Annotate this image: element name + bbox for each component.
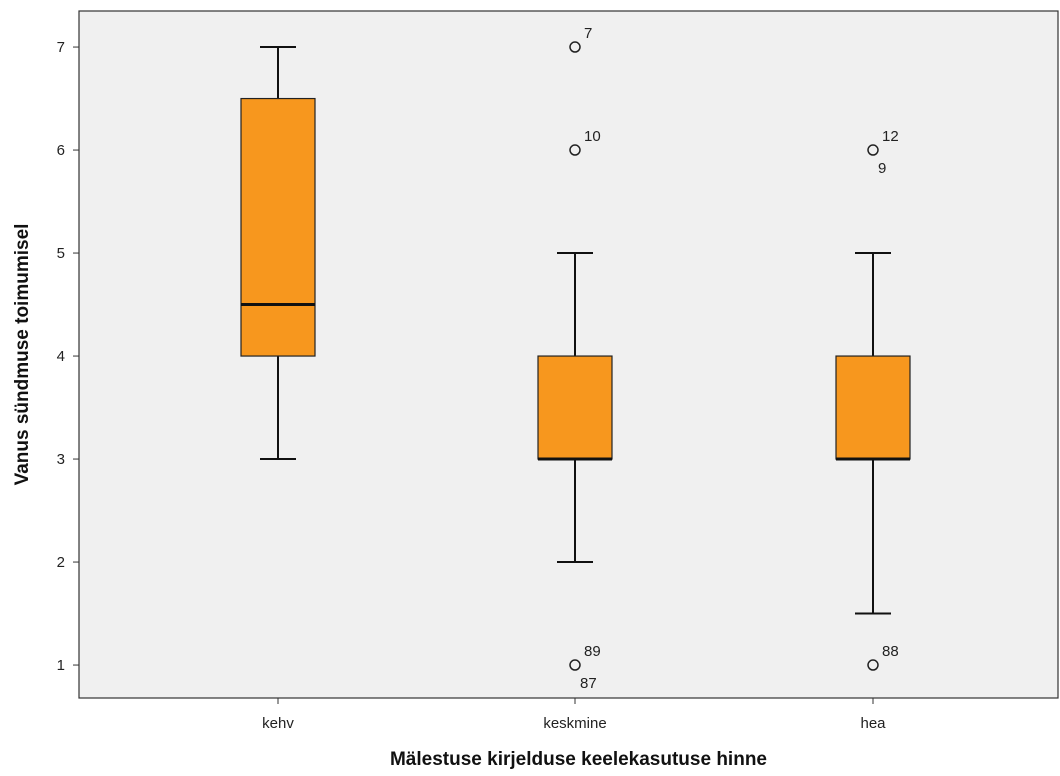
y-tick-label: 1 [57,657,65,674]
outlier-point [569,41,581,53]
outlier-label: 9 [878,160,886,177]
outlier-point [867,659,879,671]
outlier-label: 7 [584,25,592,42]
outlier-point [867,144,879,156]
box-iqr [240,97,316,357]
y-tick-label: 5 [57,245,65,262]
outlier-label: 87 [580,675,597,692]
outlier-label: 10 [584,128,601,145]
outlier-point [569,144,581,156]
outlier-label: 89 [584,643,601,660]
outlier-label: 88 [882,643,899,660]
y-tick-label: 6 [57,142,65,159]
y-axis-title: Vanus sündmuse toimumisel [12,224,33,486]
outlier-point [569,659,581,671]
box-iqr [537,355,613,460]
x-tick-label: hea [860,715,886,732]
y-tick-label: 3 [57,451,65,468]
outlier-label: 12 [882,128,899,145]
y-tick-label: 7 [57,39,65,56]
x-tick-label: kehv [262,715,294,732]
plot-area [78,10,1059,699]
x-tick-label: keskmine [543,715,606,732]
box-iqr [835,355,911,460]
y-tick-label: 2 [57,554,65,571]
x-axis-title: Mälestuse kirjelduse keelekasutuse hinne [390,749,767,770]
y-tick-label: 4 [57,348,65,365]
